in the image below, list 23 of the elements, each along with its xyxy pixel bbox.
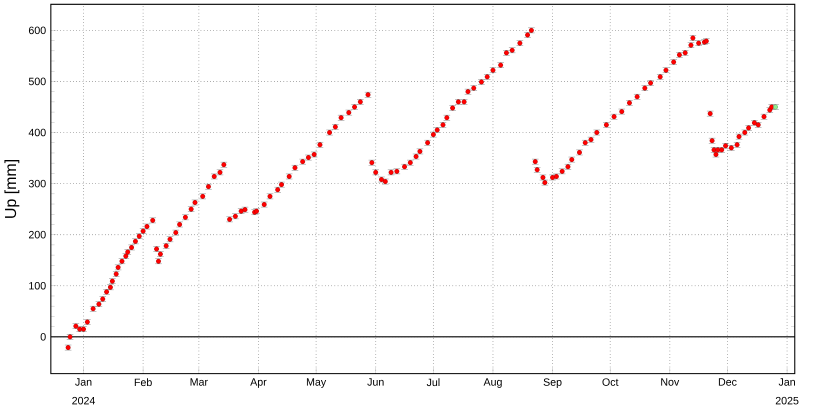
x-tick-label: Jul xyxy=(426,378,440,386)
x-tick-label: Jan xyxy=(75,378,92,386)
x-tick-label: Apr xyxy=(250,378,267,388)
y-tick-label: 0 xyxy=(40,333,46,341)
y-tick-label: 100 xyxy=(29,282,46,290)
y-tick-label: 500 xyxy=(28,78,46,86)
x-tick-label: Nov xyxy=(661,378,680,386)
x-tick-label: Feb xyxy=(134,378,152,386)
text: 2024 xyxy=(72,396,96,404)
x-tick-label: Sep xyxy=(544,378,562,388)
x-tick-label: May xyxy=(306,378,326,388)
x-tick-label: Mar xyxy=(190,378,208,386)
y-tick-label: 200 xyxy=(28,230,46,239)
y-tick-label: 400 xyxy=(28,128,46,136)
x-tick-label: Jun xyxy=(367,378,384,386)
y-tick-label: 300 xyxy=(28,180,46,188)
y-tick-label: 600 xyxy=(28,26,46,34)
text: 2025 xyxy=(776,396,798,404)
x-tick-label: Oct xyxy=(602,378,618,386)
x-tick-label: Aug xyxy=(484,378,502,388)
x-tick-label: Dec xyxy=(718,378,737,386)
x-tick-label: Jan xyxy=(778,378,795,386)
y-axis-title: Up [mm] xyxy=(4,160,20,218)
